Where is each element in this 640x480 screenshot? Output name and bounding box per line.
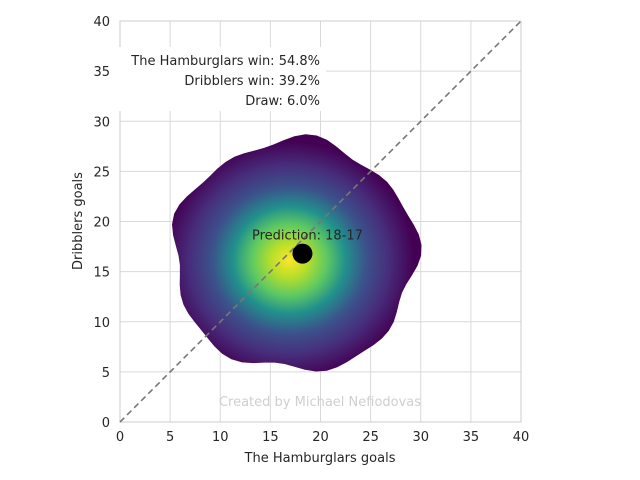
stat-line: Dribblers win: 39.2% bbox=[184, 74, 320, 89]
x-axis-label: The Hamburglars goals bbox=[244, 451, 396, 466]
prediction-label: Prediction: 18-17 bbox=[252, 229, 363, 244]
y-tick-label: 20 bbox=[93, 216, 110, 231]
y-tick-label: 40 bbox=[93, 15, 110, 30]
y-tick-label: 5 bbox=[102, 366, 110, 381]
watermark: Created by Michael Nefiodovas bbox=[219, 395, 421, 410]
y-axis-ticks: 0 5 10 15 20 25 30 35 40 bbox=[93, 15, 110, 431]
win-probabilities: The Hamburglars win: 54.8% Dribblers win:… bbox=[114, 47, 326, 111]
stat-line: The Hamburglars win: 54.8% bbox=[130, 54, 320, 69]
x-tick-label: 20 bbox=[312, 430, 329, 445]
stats-background bbox=[114, 47, 326, 111]
x-tick-label: 0 bbox=[116, 430, 124, 445]
plot-frame bbox=[119, 20, 522, 423]
x-tick-label: 40 bbox=[513, 430, 530, 445]
y-tick-label: 15 bbox=[93, 266, 110, 281]
diagonal-line bbox=[119, 20, 522, 423]
y-tick-label: 0 bbox=[102, 416, 110, 431]
x-tick-label: 30 bbox=[412, 430, 429, 445]
x-tick-label: 35 bbox=[463, 430, 480, 445]
x-tick-label: 25 bbox=[362, 430, 379, 445]
y-tick-label: 30 bbox=[93, 115, 110, 130]
x-tick-label: 5 bbox=[166, 430, 174, 445]
y-tick-label: 35 bbox=[93, 65, 110, 80]
prediction-point bbox=[292, 243, 313, 264]
y-tick-label: 10 bbox=[93, 316, 110, 331]
stat-line: Draw: 6.0% bbox=[245, 94, 320, 109]
x-tick-label: 15 bbox=[262, 430, 279, 445]
x-tick-label: 10 bbox=[212, 430, 229, 445]
y-tick-label: 25 bbox=[93, 165, 110, 180]
y-axis-label: Dribblers goals bbox=[71, 172, 86, 270]
x-axis-ticks: 0 5 10 15 20 25 30 35 40 bbox=[116, 430, 529, 445]
